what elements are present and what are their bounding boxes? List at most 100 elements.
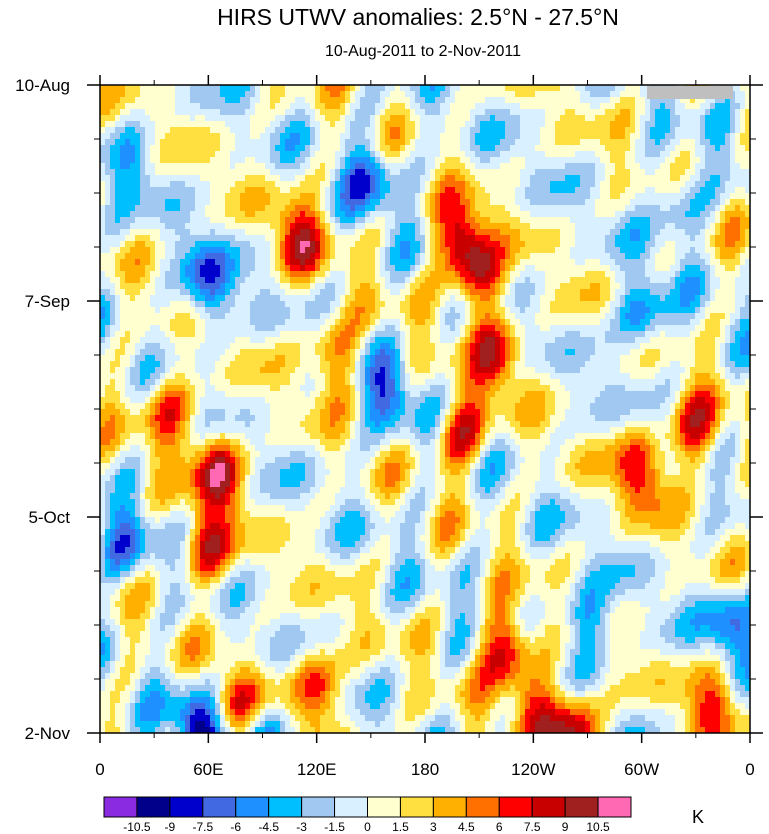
field-cell [730,241,736,248]
field-cell [590,181,596,188]
field-cell [270,139,276,146]
field-cell [710,235,716,242]
field-cell [495,205,501,212]
field-cell [745,211,750,218]
field-cell [280,133,286,140]
field-cell [640,97,646,104]
field-cell [295,235,301,242]
field-cell [155,127,161,134]
field-cell [655,301,661,308]
field-cell [110,211,116,218]
field-cell [700,181,706,188]
field-cell [265,223,271,230]
field-cell [250,265,256,272]
field-cell [520,115,526,122]
field-cell [625,277,631,284]
field-cell [325,169,331,176]
field-cell [730,103,736,110]
field-cell [225,127,231,134]
field-cell [540,97,546,104]
field-cell [250,127,256,134]
field-cell [425,247,431,254]
field-cell [325,133,331,140]
field-cell [605,139,611,146]
field-cell [605,211,611,218]
field-cell [235,187,241,194]
field-cell [625,193,631,200]
field-cell [595,145,601,152]
field-cell [700,289,706,296]
field-cell [535,229,541,236]
field-cell [595,289,601,296]
field-cell [270,175,276,182]
field-cell [115,157,121,164]
field-cell [475,301,481,308]
field-cell [290,103,296,110]
field-cell [615,217,621,224]
field-cell [160,85,166,92]
field-cell [405,133,411,140]
field-cell [560,265,566,272]
field-cell [510,187,516,194]
field-cell [420,181,426,188]
field-cell [505,187,511,194]
field-cell [225,187,231,194]
field-cell [675,109,681,116]
field-cell [690,199,696,206]
field-cell [470,163,476,170]
field-cell [155,187,161,194]
field-cell [315,175,321,182]
field-cell [450,85,456,92]
field-cell [150,103,156,110]
field-cell [110,157,116,164]
field-cell [520,157,526,164]
field-cell [470,247,476,254]
field-cell [690,157,696,164]
field-cell [505,139,511,146]
field-cell [350,181,356,188]
field-cell [480,133,486,140]
field-cell [180,241,186,248]
field-cell [175,229,181,236]
field-cell [235,115,241,122]
field-cell [210,103,216,110]
field-cell [305,151,311,158]
field-cell [625,307,631,314]
field-cell [310,187,316,194]
field-cell [420,139,426,146]
field-cell [170,283,176,290]
field-cell [625,199,631,206]
field-cell [395,259,401,266]
field-cell [385,151,391,158]
field-cell [595,247,601,254]
field-cell [325,277,331,284]
field-cell [120,223,126,230]
field-cell [370,295,376,302]
field-cell [555,259,561,266]
field-cell [115,139,121,146]
field-cell [115,127,121,134]
field-cell [465,115,471,122]
field-cell [645,265,651,272]
field-cell [300,247,306,254]
field-cell [265,139,271,146]
field-cell [535,289,541,296]
field-cell [175,223,181,230]
field-cell [690,109,696,116]
field-cell [260,121,266,128]
field-cell [735,97,741,104]
field-cell [405,157,411,164]
field-cell [300,199,306,206]
field-cell [210,283,216,290]
field-cell [185,163,191,170]
field-cell [680,169,686,176]
field-cell [600,109,606,116]
field-cell [525,193,531,200]
field-cell [725,133,731,140]
field-cell [610,205,616,212]
field-cell [680,103,686,110]
field-cell [450,157,456,164]
field-cell [170,121,176,128]
field-cell [420,133,426,140]
field-cell [335,235,341,242]
